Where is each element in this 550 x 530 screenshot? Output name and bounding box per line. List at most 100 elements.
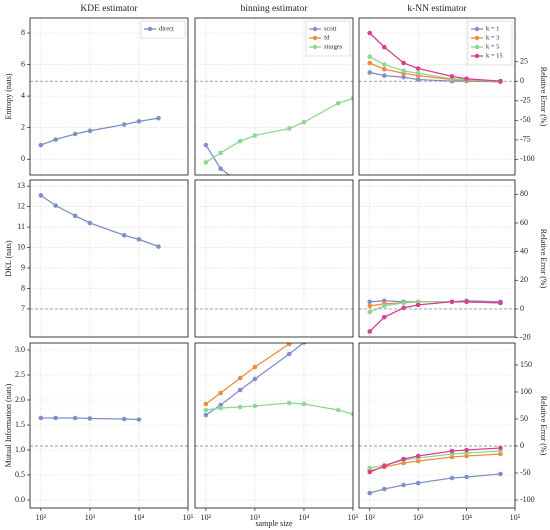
data-point: [367, 490, 373, 496]
data-point: [301, 119, 307, 125]
data-point: [72, 131, 78, 137]
panel-frame: [29, 179, 189, 338]
data-point: [415, 480, 421, 486]
data-point: [237, 387, 243, 393]
y2-tick-label: 80: [520, 189, 528, 198]
data-point: [367, 54, 373, 59]
data-point: [449, 299, 455, 305]
data-point: [252, 403, 258, 409]
data-point: [301, 343, 307, 345]
panel-title: KDE estimator: [80, 4, 138, 14]
data-point: [237, 138, 243, 144]
data-point: [401, 456, 406, 462]
data-point: [218, 150, 223, 156]
data-point: [415, 70, 421, 76]
panel: [30, 18, 188, 175]
y-tick-label: 12: [17, 201, 25, 210]
x-tick-label: 10³: [85, 513, 96, 522]
data-point: [53, 137, 58, 142]
data-point: [367, 299, 373, 305]
y2-tick-label: 40: [520, 246, 528, 255]
data-point: [203, 407, 209, 413]
panel-frame: [29, 342, 189, 509]
y-axis-label: DKL (nats): [4, 240, 13, 277]
legend-label: scott: [324, 25, 336, 32]
data-point: [335, 407, 341, 413]
panel: [195, 343, 353, 508]
series-line: [369, 473, 501, 494]
x-tick-label: 10⁴: [134, 513, 145, 522]
x-tick-label: 10²: [201, 513, 212, 522]
series-line: [205, 97, 353, 163]
legend-label: direct: [159, 25, 174, 32]
x-tick-label: 10⁵: [183, 513, 194, 522]
y-tick-label: 0: [21, 154, 25, 163]
panel-frame: [29, 17, 189, 176]
series-line: [205, 402, 353, 415]
data-point: [367, 465, 373, 471]
data-point: [301, 401, 307, 407]
data-point: [286, 400, 292, 406]
data-point: [203, 142, 209, 148]
panel-title: k-NN estimator: [407, 4, 467, 14]
data-point: [286, 126, 292, 131]
y2-tick-label: 150: [520, 360, 532, 369]
x-tick-label: 10⁴: [461, 513, 472, 522]
data-point: [218, 405, 223, 411]
data-point: [367, 30, 373, 36]
legend-marker: [312, 35, 318, 41]
data-point: [156, 115, 161, 121]
y-tick-label: 1.0: [15, 445, 25, 454]
data-point: [367, 469, 373, 475]
y-tick-label: 10: [17, 242, 25, 251]
y-tick-label: 2: [21, 122, 25, 131]
data-point: [156, 244, 161, 249]
panel-frame: [358, 17, 516, 176]
data-point: [87, 416, 93, 421]
data-point: [218, 166, 223, 171]
data-point: [72, 213, 78, 219]
legend-marker: [474, 35, 480, 41]
panel-title: binning estimator: [241, 4, 309, 14]
data-point: [464, 447, 469, 453]
legend-marker: [147, 26, 153, 32]
data-point: [136, 119, 142, 124]
y2-axis-label: Relative Error (%): [539, 396, 548, 456]
data-point: [53, 415, 58, 421]
y-axis-label: Mutual Information (nats): [4, 383, 13, 467]
data-point: [449, 448, 455, 454]
data-point: [87, 220, 93, 226]
series-line: [205, 343, 290, 405]
data-point: [464, 299, 469, 305]
data-point: [335, 100, 341, 106]
data-point: [38, 193, 44, 198]
data-point: [401, 60, 406, 66]
data-point: [382, 62, 387, 67]
y2-tick-label: -75: [520, 135, 531, 144]
data-point: [252, 376, 258, 382]
panel-frame: [194, 342, 354, 509]
y-tick-label: 1.5: [15, 420, 25, 429]
data-point: [382, 73, 387, 78]
y2-tick-label: 100: [520, 387, 532, 396]
data-point: [286, 351, 292, 357]
data-point: [415, 66, 421, 71]
series-line: [205, 343, 305, 416]
data-point: [203, 401, 209, 407]
x-tick-label: 10²: [36, 513, 47, 522]
x-tick-label: 10³: [413, 513, 424, 522]
legend-label: fd: [324, 34, 330, 41]
data-point: [382, 44, 387, 50]
y2-tick-label: 0: [520, 441, 524, 450]
legend-label: k = 3: [486, 34, 499, 41]
data-point: [382, 66, 387, 72]
y-tick-label: 4: [21, 91, 25, 100]
data-point: [449, 74, 455, 79]
data-point: [382, 463, 387, 469]
data-point: [238, 181, 243, 186]
x-tick-label: 10⁵: [510, 513, 521, 522]
panel-frame: [194, 179, 354, 338]
panel: [30, 343, 188, 508]
panel: [30, 180, 188, 337]
y2-tick-label: -20: [520, 332, 531, 341]
